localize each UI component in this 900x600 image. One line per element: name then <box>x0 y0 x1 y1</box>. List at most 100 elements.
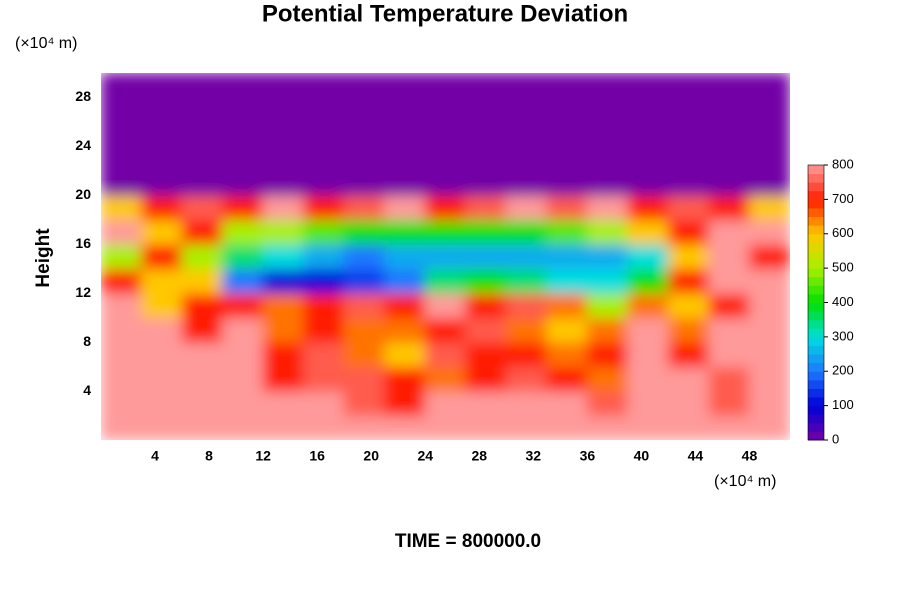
field-cell <box>546 390 588 417</box>
x-tick-label: 12 <box>255 448 271 464</box>
x-tick-label: 44 <box>688 448 704 464</box>
x-tick-label: 40 <box>634 448 650 464</box>
field-cell <box>303 317 345 343</box>
field-cell <box>708 145 750 172</box>
colorbar-segment <box>808 182 824 192</box>
colorbar-segment <box>808 293 824 303</box>
field-cell <box>546 170 588 196</box>
field-cell <box>343 268 386 294</box>
colorbar-segment <box>808 405 824 415</box>
field-cell <box>303 194 345 221</box>
colorbar-segment <box>808 190 824 200</box>
colorbar-segment <box>808 250 824 261</box>
field-cell <box>141 96 183 123</box>
colorbar-segment <box>808 199 824 209</box>
field-cell <box>343 292 386 319</box>
field-cell <box>262 366 305 392</box>
field-cell <box>262 96 305 123</box>
field-cell <box>586 317 629 343</box>
field-cell <box>101 121 143 147</box>
colorbar-segment <box>808 302 824 312</box>
field-cell <box>505 366 548 392</box>
field-cell <box>141 73 183 98</box>
field-cell <box>343 73 386 98</box>
colorbar-tick-label: 400 <box>832 294 854 309</box>
field-cell <box>586 415 629 440</box>
field-cell <box>627 390 669 417</box>
x-tick-label: 24 <box>417 448 433 464</box>
field-cell <box>424 366 467 392</box>
field-cell <box>384 219 426 245</box>
field-cell <box>748 194 790 221</box>
field-cell <box>181 170 224 196</box>
field-cell <box>424 317 467 343</box>
field-cell <box>384 121 426 147</box>
field-cell <box>667 390 710 417</box>
field-cell <box>424 121 467 147</box>
field-cell <box>667 96 710 123</box>
field-cell <box>181 341 224 368</box>
field-cell <box>748 268 790 294</box>
colorbar-tick-label: 800 <box>832 156 854 171</box>
colorbar-segment <box>808 422 824 432</box>
field-cell <box>748 145 790 172</box>
colorbar-segment <box>808 362 824 372</box>
colorbar-tick-label: 300 <box>832 328 854 343</box>
field-cell <box>586 194 629 221</box>
field-cell <box>343 366 386 392</box>
field-cell <box>262 170 305 196</box>
field-cell <box>627 96 669 123</box>
field-cell <box>384 390 426 417</box>
colorbar-segment <box>808 242 824 252</box>
field-cell <box>141 268 183 294</box>
x-tick-label: 28 <box>471 448 487 464</box>
colorbar-segment <box>808 414 824 424</box>
field-cell <box>181 292 224 319</box>
field-cell <box>141 341 183 368</box>
colorbar-segment <box>808 388 824 398</box>
field-cell <box>343 243 386 270</box>
x-tick-label: 48 <box>742 448 758 464</box>
field-cell <box>505 73 548 98</box>
field-cell <box>586 96 629 123</box>
field-cell <box>222 145 264 172</box>
field-cell <box>708 96 750 123</box>
field-cell <box>505 317 548 343</box>
colorbar-tick-label: 600 <box>832 225 854 240</box>
field-cell <box>303 170 345 196</box>
field-cell <box>181 366 224 392</box>
field-cell <box>181 390 224 417</box>
field-cell <box>384 317 426 343</box>
field-cell <box>262 341 305 368</box>
y-tick-label: 8 <box>83 333 91 349</box>
field-cell <box>181 194 224 221</box>
x-tick-label: 4 <box>151 448 159 464</box>
field-cell <box>222 366 264 392</box>
field-cell <box>343 145 386 172</box>
field-cell <box>262 73 305 98</box>
y-tick-label: 28 <box>75 88 91 104</box>
field-cell <box>222 170 264 196</box>
field-cell <box>748 292 790 319</box>
field-cell <box>465 73 507 98</box>
field-cell <box>748 390 790 417</box>
field-cell <box>505 170 548 196</box>
x-tick-label: 20 <box>363 448 379 464</box>
colorbar-segment <box>808 336 824 346</box>
field-cell <box>708 341 750 368</box>
field-cell <box>505 341 548 368</box>
field-cell <box>546 194 588 221</box>
colorbar-tick-label: 200 <box>832 363 854 378</box>
field-cell <box>627 219 669 245</box>
field-cell <box>586 292 629 319</box>
colorbar-segment <box>808 379 824 389</box>
field-cell <box>343 170 386 196</box>
field-cell <box>384 145 426 172</box>
field-cell <box>708 390 750 417</box>
field-cell <box>586 145 629 172</box>
field-cell <box>101 243 143 270</box>
field-cell <box>748 366 790 392</box>
field-cell <box>101 415 143 440</box>
field-cell <box>465 121 507 147</box>
field-cell <box>667 121 710 147</box>
